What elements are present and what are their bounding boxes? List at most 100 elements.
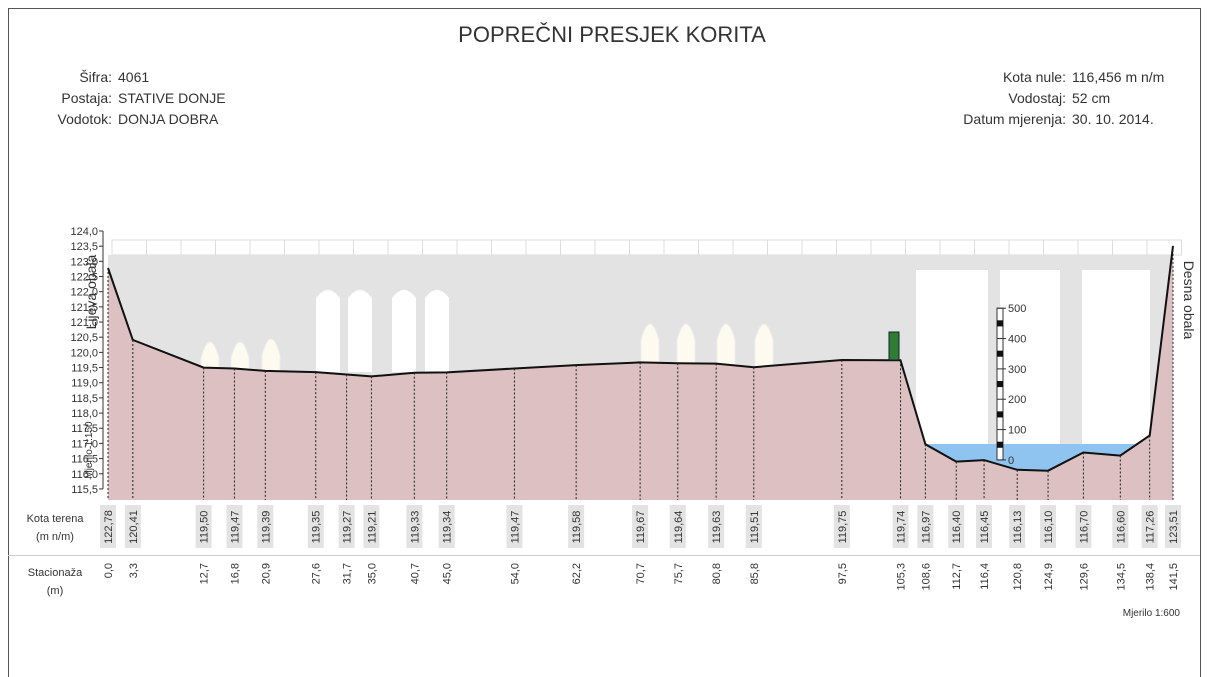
x-tick-label: 134,5 [1115, 563, 1127, 591]
label-bg [195, 505, 212, 548]
header-cell [698, 239, 734, 256]
y-tick-label: 117,0 [71, 438, 98, 450]
label-bg [506, 505, 523, 548]
header-cell [560, 239, 596, 256]
header-cell [1112, 239, 1148, 256]
x-tick-label: 124,9 [1043, 563, 1055, 591]
label-bg [100, 505, 116, 548]
info-value: 30. 10. 2014. [1072, 111, 1154, 127]
x-tick-label: 112,7 [951, 563, 963, 590]
value-label: 119,67 [635, 511, 647, 544]
y-tick-label: 123,0 [70, 256, 98, 268]
y-tick-label: 118,5 [71, 393, 98, 405]
left-bank: Lijeva obala [83, 254, 99, 329]
header-cell [180, 239, 216, 256]
value-label: 119,58 [571, 511, 583, 544]
value-label: 116,45 [979, 511, 991, 544]
gauge-label: 200 [1008, 394, 1026, 406]
value-label: 123,51 [1168, 510, 1180, 544]
info-value: 52 cm [1072, 90, 1110, 106]
value-label: 119,21 [366, 511, 378, 544]
value-label: 119,50 [199, 511, 211, 544]
info-label: Kota nule: [1003, 69, 1066, 85]
header-cell [905, 239, 941, 256]
gauge-band [997, 381, 1003, 388]
x-tick-label: 20,9 [260, 563, 272, 584]
info-label: Šifra: [79, 69, 112, 85]
label-bg [338, 505, 355, 548]
row-label: Stacionaža [28, 567, 83, 579]
gauge-label: 0 [1008, 455, 1014, 467]
y-tick-label: 122,5 [70, 272, 98, 284]
y-tick-label: 118,0 [71, 408, 98, 420]
x-tick-label: 27,6 [311, 563, 323, 584]
value-label: 122,78 [103, 510, 115, 544]
pier [676, 323, 696, 373]
y-tick-label: 116,0 [71, 469, 98, 481]
value-label: 119,27 [342, 511, 354, 544]
label-bg [1075, 505, 1092, 548]
x-tick-label: 31,7 [342, 563, 354, 584]
header-cell [663, 239, 699, 256]
label-bg [1112, 505, 1129, 548]
pier [425, 290, 449, 372]
right-bank: Desna obala [1181, 261, 1197, 340]
value-label: 120,41 [128, 510, 140, 544]
y-tick-label: 120,5 [70, 332, 98, 344]
header-cell [525, 239, 561, 256]
value-label: 119,35 [311, 511, 323, 544]
pier [392, 290, 416, 372]
header-cell [456, 239, 492, 256]
x-tick-label: 62,2 [571, 563, 583, 584]
row-unit: (m n/m) [36, 531, 74, 543]
y-tick-label: 122,0 [70, 287, 98, 299]
x-tick-label: 97,5 [837, 563, 849, 584]
label-bg [124, 505, 141, 548]
x-tick-label: 141,5 [1168, 563, 1180, 591]
y-tick-label: 124,0 [70, 226, 98, 238]
x-tick-label: 45,0 [442, 563, 454, 584]
row-label: Kota terena [27, 513, 85, 525]
value-label: 116,13 [1012, 511, 1024, 544]
label-bg [1009, 505, 1026, 548]
label-bg [917, 505, 934, 548]
x-tick-label: 120,8 [1012, 563, 1024, 591]
header-cell [629, 239, 665, 256]
info-value: DONJA DOBRA [118, 111, 219, 127]
y-tick-label: 115,5 [71, 484, 98, 496]
pier [754, 323, 774, 373]
label-bg [948, 505, 965, 548]
header-cell [974, 239, 1010, 256]
header-cell [249, 239, 285, 256]
value-label: 116,70 [1078, 511, 1090, 544]
header-cell [594, 239, 630, 256]
x-tick-label: 105,3 [896, 563, 908, 591]
header-cell [111, 239, 147, 256]
header-cell [318, 239, 354, 256]
pier [316, 290, 340, 372]
chart-title: POPREČNI PRESJEK KORITA [458, 22, 766, 47]
label-bg [406, 505, 423, 548]
gauge-label: 500 [1008, 303, 1026, 315]
gauge-band [997, 320, 1003, 327]
pier [348, 290, 372, 372]
pier [200, 341, 220, 373]
header-cell [939, 239, 975, 256]
label-bg [1141, 505, 1158, 548]
label-bg [632, 505, 649, 548]
label-bg [1040, 505, 1057, 548]
frame [8, 8, 1201, 677]
y-tick-label: 123,5 [70, 241, 98, 253]
value-label: 119,39 [260, 511, 272, 544]
label-bg [1165, 505, 1181, 548]
header-cell [767, 239, 803, 256]
label-bg [568, 505, 585, 548]
value-label: 117,26 [1145, 511, 1157, 544]
header-cell [215, 239, 251, 256]
x-tick-label: 16,8 [229, 563, 241, 584]
header-cell [801, 239, 837, 256]
header-cell [870, 239, 906, 256]
x-tick-label: 85,8 [749, 563, 761, 584]
info-label: Datum mjerenja: [963, 111, 1066, 127]
